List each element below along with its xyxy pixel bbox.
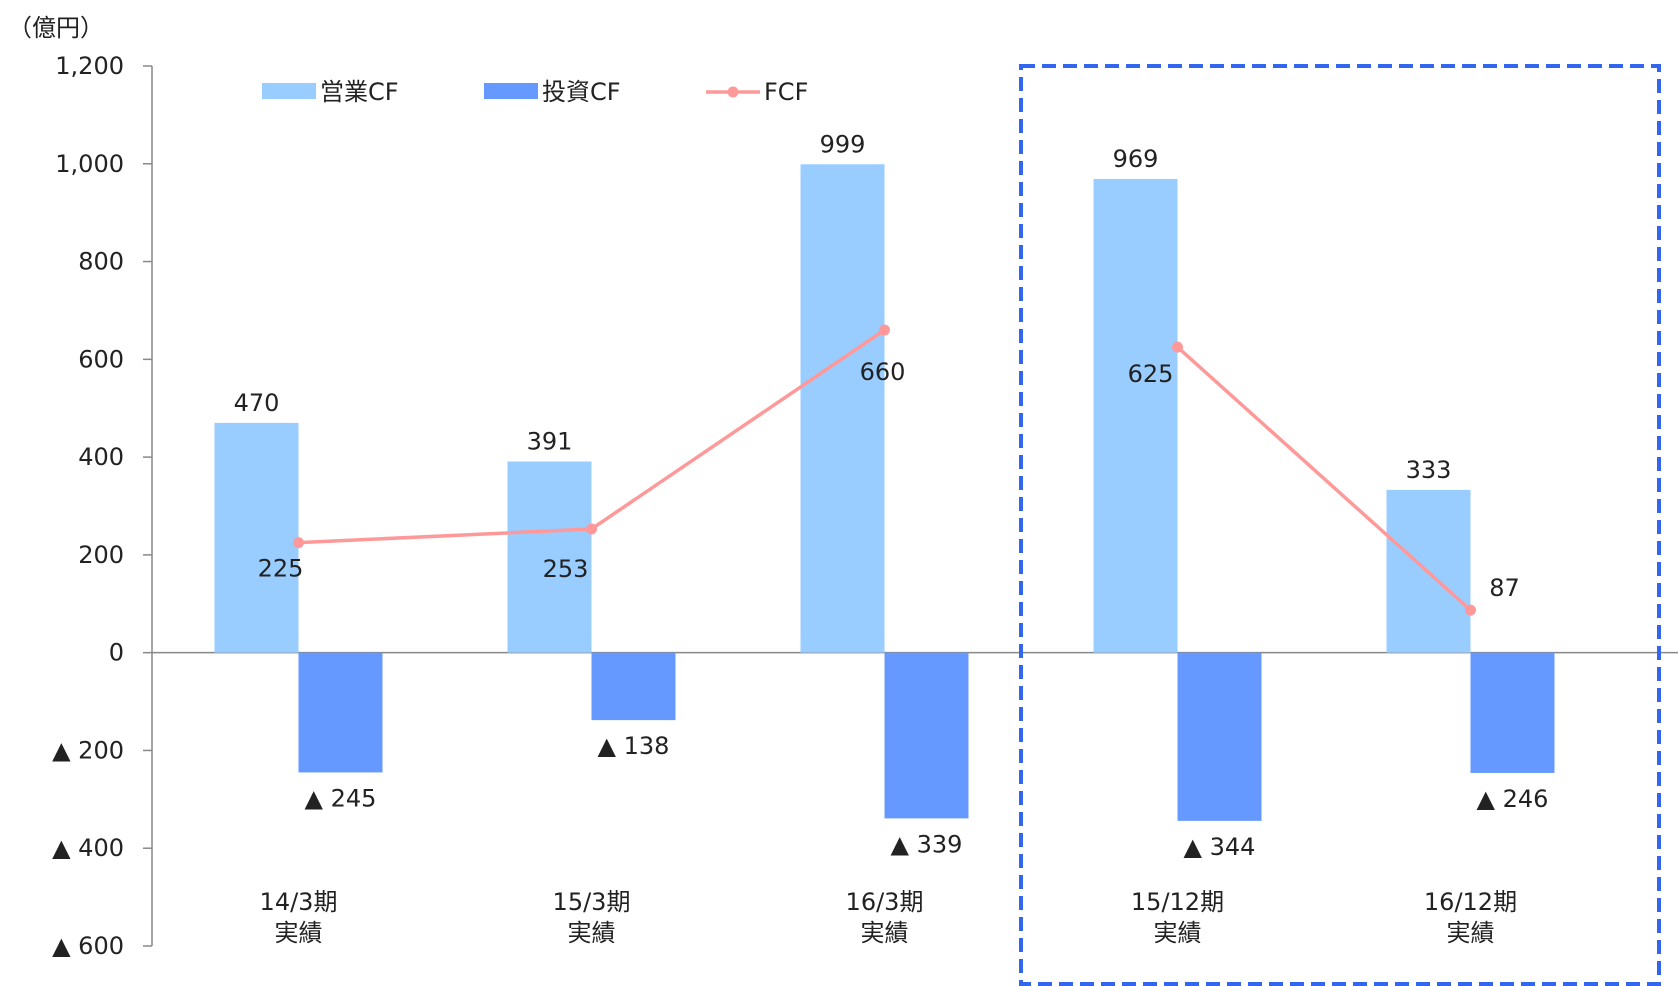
bar-label-operating-cf: 470 bbox=[234, 389, 280, 417]
y-tick-label: 1,000 bbox=[55, 150, 124, 178]
fcf-point bbox=[879, 324, 890, 336]
bar-investing-cf bbox=[1470, 652, 1555, 773]
category-label: 15/3期 bbox=[553, 888, 631, 916]
bar-investing-cf bbox=[591, 652, 676, 721]
bar-label-investing-cf: ▲ 138 bbox=[598, 732, 670, 760]
bar-operating-cf bbox=[507, 461, 592, 653]
y-tick-label: 0 bbox=[109, 639, 124, 667]
legend-swatch-operating-cf bbox=[262, 83, 316, 99]
fcf-point-label: 625 bbox=[1128, 360, 1174, 388]
legend-label-fcf: FCF bbox=[764, 78, 808, 106]
y-tick-label: ▲ 200 bbox=[52, 736, 124, 764]
fcf-line bbox=[1176, 345, 1472, 612]
y-tick-label: 200 bbox=[78, 541, 124, 569]
fcf-point bbox=[1172, 341, 1183, 353]
legend-swatch-investing-cf bbox=[484, 83, 538, 99]
legend-label-operating-cf: 営業CF bbox=[320, 78, 399, 106]
category-label: 16/3期 bbox=[846, 888, 924, 916]
legend-marker-fcf bbox=[727, 86, 739, 98]
fcf-point-label: 253 bbox=[543, 555, 589, 583]
legend-label-investing-cf: 投資CF bbox=[542, 78, 621, 106]
bar-operating-cf bbox=[1093, 178, 1178, 653]
y-tick-label: 400 bbox=[78, 443, 124, 471]
category-sublabel: 実績 bbox=[275, 919, 323, 947]
bar-label-operating-cf: 969 bbox=[1113, 145, 1159, 173]
bar-operating-cf bbox=[214, 422, 299, 653]
fcf-point-label: 660 bbox=[860, 358, 906, 386]
bar-label-investing-cf: ▲ 339 bbox=[891, 830, 963, 858]
y-tick-label: ▲ 400 bbox=[52, 834, 124, 862]
bar-investing-cf bbox=[884, 652, 969, 819]
y-tick-label: 600 bbox=[78, 345, 124, 373]
y-axis-unit-label: （億円） bbox=[8, 14, 104, 42]
fcf-point-label: 87 bbox=[1489, 574, 1520, 602]
bar-label-investing-cf: ▲ 344 bbox=[1184, 833, 1256, 861]
y-tick-label: 1,200 bbox=[55, 52, 124, 80]
bar-label-investing-cf: ▲ 245 bbox=[305, 784, 377, 812]
category-label: 16/12期 bbox=[1424, 888, 1517, 916]
category-sublabel: 実績 bbox=[861, 919, 909, 947]
y-tick-label: 800 bbox=[78, 248, 124, 276]
bar-investing-cf bbox=[1177, 652, 1262, 821]
y-tick-label: ▲ 600 bbox=[52, 932, 124, 960]
fcf-point bbox=[1465, 604, 1476, 616]
fcf-point-label: 225 bbox=[258, 555, 304, 583]
category-sublabel: 実績 bbox=[568, 919, 616, 947]
category-sublabel: 実績 bbox=[1154, 919, 1202, 947]
bar-operating-cf bbox=[800, 164, 885, 653]
category-sublabel: 実績 bbox=[1447, 919, 1495, 947]
bar-label-investing-cf: ▲ 246 bbox=[1477, 785, 1549, 813]
bar-label-operating-cf: 391 bbox=[527, 428, 573, 456]
bar-investing-cf bbox=[298, 652, 383, 773]
category-label: 14/3期 bbox=[260, 888, 338, 916]
fcf-point bbox=[586, 523, 597, 535]
highlight-box bbox=[1019, 64, 1661, 986]
bar-label-operating-cf: 333 bbox=[1406, 456, 1452, 484]
category-label: 15/12期 bbox=[1131, 888, 1224, 916]
fcf-point bbox=[293, 537, 304, 549]
bar-label-operating-cf: 999 bbox=[820, 130, 866, 158]
